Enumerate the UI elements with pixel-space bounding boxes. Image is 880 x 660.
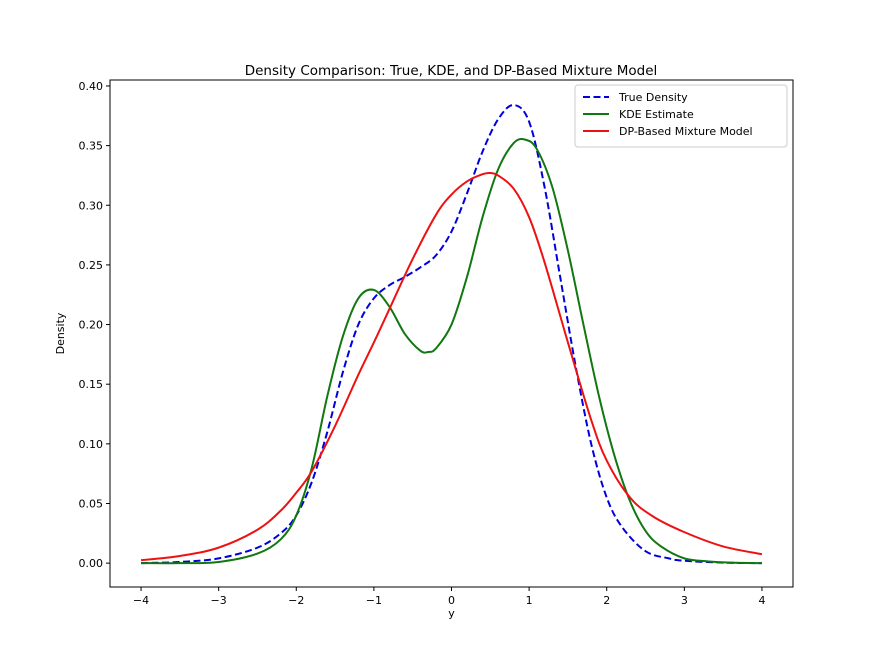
legend: True Density KDE Estimate DP-Based Mixture…	[574, 84, 788, 148]
series-line-true-density	[141, 104, 762, 565]
x-tick-label: 1	[526, 594, 533, 607]
y-tick-label: 0.25	[79, 259, 104, 272]
y-axis-label: Density	[54, 312, 67, 354]
y-tick-label: 0.30	[79, 199, 104, 212]
chart-title: Density Comparison: True, KDE, and DP-Ba…	[245, 63, 658, 79]
series-lines	[140, 104, 763, 565]
x-tick-label: 2	[603, 594, 610, 607]
legend-label-kde-estimate: KDE Estimate	[619, 108, 694, 121]
series-line-kde-estimate	[141, 138, 762, 565]
y-tick-label: 0.40	[79, 80, 104, 93]
x-tick-label: 4	[758, 594, 765, 607]
x-tick-label: −1	[366, 594, 382, 607]
y-tick-label: 0.35	[79, 140, 104, 153]
x-tick-label: 0	[448, 594, 455, 607]
legend-label-dp-based-mixture-model: DP-Based Mixture Model	[619, 125, 753, 138]
y-tick-label: 0.10	[79, 438, 104, 451]
x-tick-label: −4	[133, 594, 149, 607]
y-tick-label: 0.15	[79, 378, 104, 391]
x-tick-label: −3	[211, 594, 227, 607]
legend-label-true-density: True Density	[618, 91, 688, 104]
y-tick-label: 0.20	[79, 319, 104, 332]
y-axis-ticks: 0.00 0.05 0.10 0.15 0.20 0.25 0.30 0.35 0.40	[79, 80, 110, 570]
legend-box	[574, 84, 788, 148]
x-tick-label: −2	[288, 594, 304, 607]
series-line-dp-based-mixture-model	[140, 171, 763, 562]
y-tick-label: 0.05	[79, 497, 104, 510]
y-tick-label: 0.00	[79, 557, 104, 570]
x-axis-label: y	[448, 607, 455, 620]
x-tick-label: 3	[681, 594, 688, 607]
x-axis-ticks: −4 −3 −2 −1 0 1 2 3 4	[133, 587, 765, 607]
